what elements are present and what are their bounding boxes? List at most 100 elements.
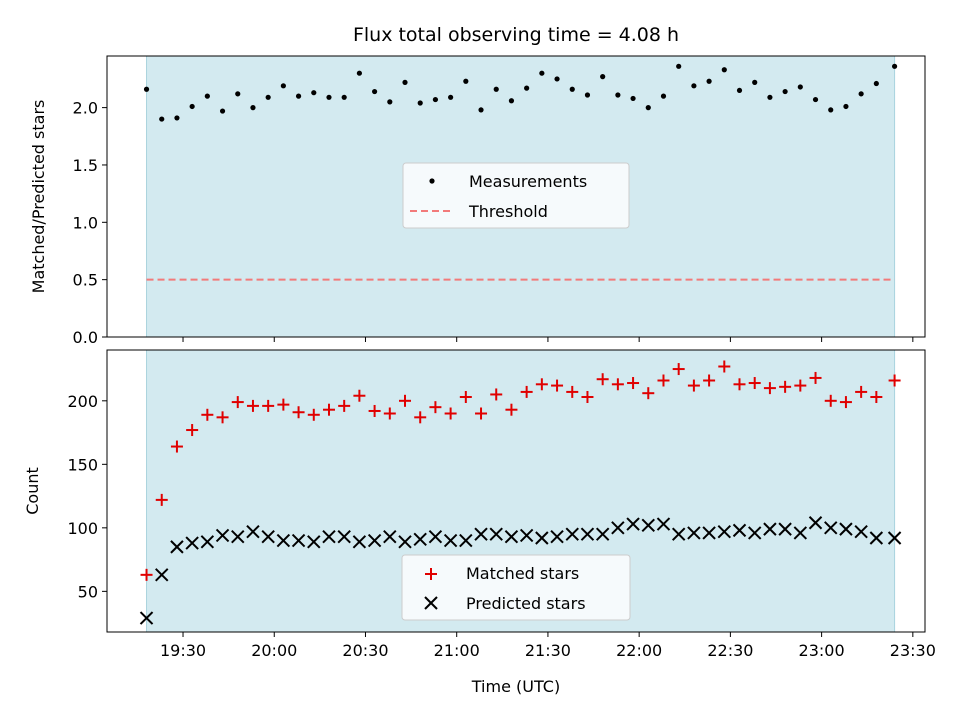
bottom-series [139, 360, 902, 625]
matched-stars-point [170, 440, 183, 453]
measurement-point [539, 70, 545, 76]
measurement-point [417, 100, 423, 106]
matched-stars-point [201, 408, 214, 421]
matched-stars-point [551, 379, 564, 392]
measurement-point [721, 67, 727, 73]
predicted-stars-point [474, 527, 488, 541]
top-legend: Measurements Threshold [402, 162, 630, 229]
measurement-point [174, 115, 180, 121]
matched-stars-point [535, 378, 548, 391]
predicted-stars-point [611, 521, 625, 535]
matched-stars-point [794, 379, 807, 392]
measurement-point [843, 103, 849, 110]
matched-stars-point [748, 377, 761, 390]
predicted-stars-point [839, 522, 853, 536]
matched-stars-point [140, 568, 153, 581]
matched-stars-point [687, 379, 700, 392]
matched-stars-point [307, 408, 320, 421]
predicted-stars-point [671, 527, 686, 541]
measurement-point [891, 63, 898, 69]
measurement-point [356, 70, 362, 76]
measurement-point [311, 90, 317, 96]
measurement-point [493, 86, 499, 92]
measurement-point [508, 98, 515, 104]
predicted-stars-point [337, 530, 351, 544]
legend-marker-matched-stars [425, 568, 437, 580]
predicted-stars-point [887, 531, 902, 545]
matched-stars-point [475, 407, 488, 420]
predicted-stars-point [595, 527, 610, 541]
matched-stars-point [779, 380, 792, 393]
measurement-point [204, 93, 210, 99]
matched-stars-point [383, 407, 396, 420]
predicted-stars-point [808, 516, 823, 530]
matched-stars-point [459, 391, 472, 403]
bottom-x-ticks: 19:30 20:00 20:30 21:00 21:30 22:00 22:30 23:00… [160, 632, 936, 660]
predicted-stars-point [763, 522, 777, 536]
predicted-stars-point [702, 526, 716, 540]
predicted-stars-point [367, 533, 382, 548]
matched-stars-point [888, 374, 901, 387]
matched-stars-point [186, 424, 199, 437]
measurement-point [600, 74, 606, 80]
predicted-stars-point [535, 531, 549, 545]
predicted-stars-point [200, 535, 215, 549]
matched-stars-point [262, 399, 275, 412]
predicted-stars-point [550, 530, 564, 544]
measurement-point [448, 94, 454, 100]
predicted-stars-point [413, 532, 427, 546]
measurement-point [432, 96, 439, 103]
measurement-point [873, 80, 879, 87]
matched-stars-point [566, 385, 579, 398]
matched-stars-point [505, 403, 518, 416]
x-tick-label: 20:30 [342, 641, 388, 660]
predicted-stars-point [443, 533, 458, 548]
x-tick-label: 23:30 [890, 641, 936, 660]
matched-stars-point [490, 388, 503, 401]
matched-stars-point [155, 493, 168, 506]
matched-stars-point [642, 387, 655, 400]
measurement-point [143, 86, 150, 92]
y-tick-label: 0.5 [73, 271, 98, 290]
measurement-point [250, 105, 256, 111]
predicted-stars-point [854, 524, 868, 539]
predicted-stars-point [626, 517, 640, 531]
measurement-point [782, 88, 788, 95]
measurement-point [265, 94, 271, 100]
top-y-axis-label: Matched/Predicted stars [29, 100, 48, 294]
matched-stars-point [246, 399, 259, 412]
predicted-stars-point [656, 517, 671, 531]
predicted-stars-point [824, 521, 838, 535]
legend-marker-predicted-stars [424, 596, 438, 610]
matched-stars-point [870, 391, 883, 403]
matched-stars-point [763, 382, 776, 395]
x-tick-label: 21:30 [525, 641, 571, 660]
predicted-stars-point [139, 611, 154, 625]
measurement-point [235, 91, 241, 97]
measurement-point [402, 79, 408, 85]
matched-stars-point [809, 371, 822, 384]
legend-label-matched-stars: Matched stars [466, 564, 579, 583]
measurement-point [828, 107, 834, 113]
measurement-point [752, 79, 758, 85]
x-tick-label: 22:00 [616, 641, 662, 660]
measurement-point [524, 85, 530, 91]
predicted-stars-point [519, 528, 534, 543]
y-tick-label: 100 [67, 519, 98, 538]
predicted-stars-point [778, 522, 792, 536]
measurement-point [326, 94, 332, 100]
predicted-stars-point [748, 526, 762, 540]
predicted-stars-point [155, 568, 169, 582]
predicted-stars-point [231, 530, 245, 544]
measurement-point [478, 107, 484, 113]
measurement-point [569, 86, 575, 92]
matched-stars-point [216, 411, 229, 424]
matched-stars-point [672, 363, 685, 376]
matched-stars-point [292, 406, 305, 419]
predicted-stars-point [504, 530, 519, 544]
predicted-stars-point [732, 523, 747, 538]
measurement-point [691, 83, 697, 89]
chart-title: Flux total observing time = 4.08 h [353, 24, 679, 46]
measurement-point [371, 88, 378, 95]
predicted-stars-point [793, 526, 808, 540]
